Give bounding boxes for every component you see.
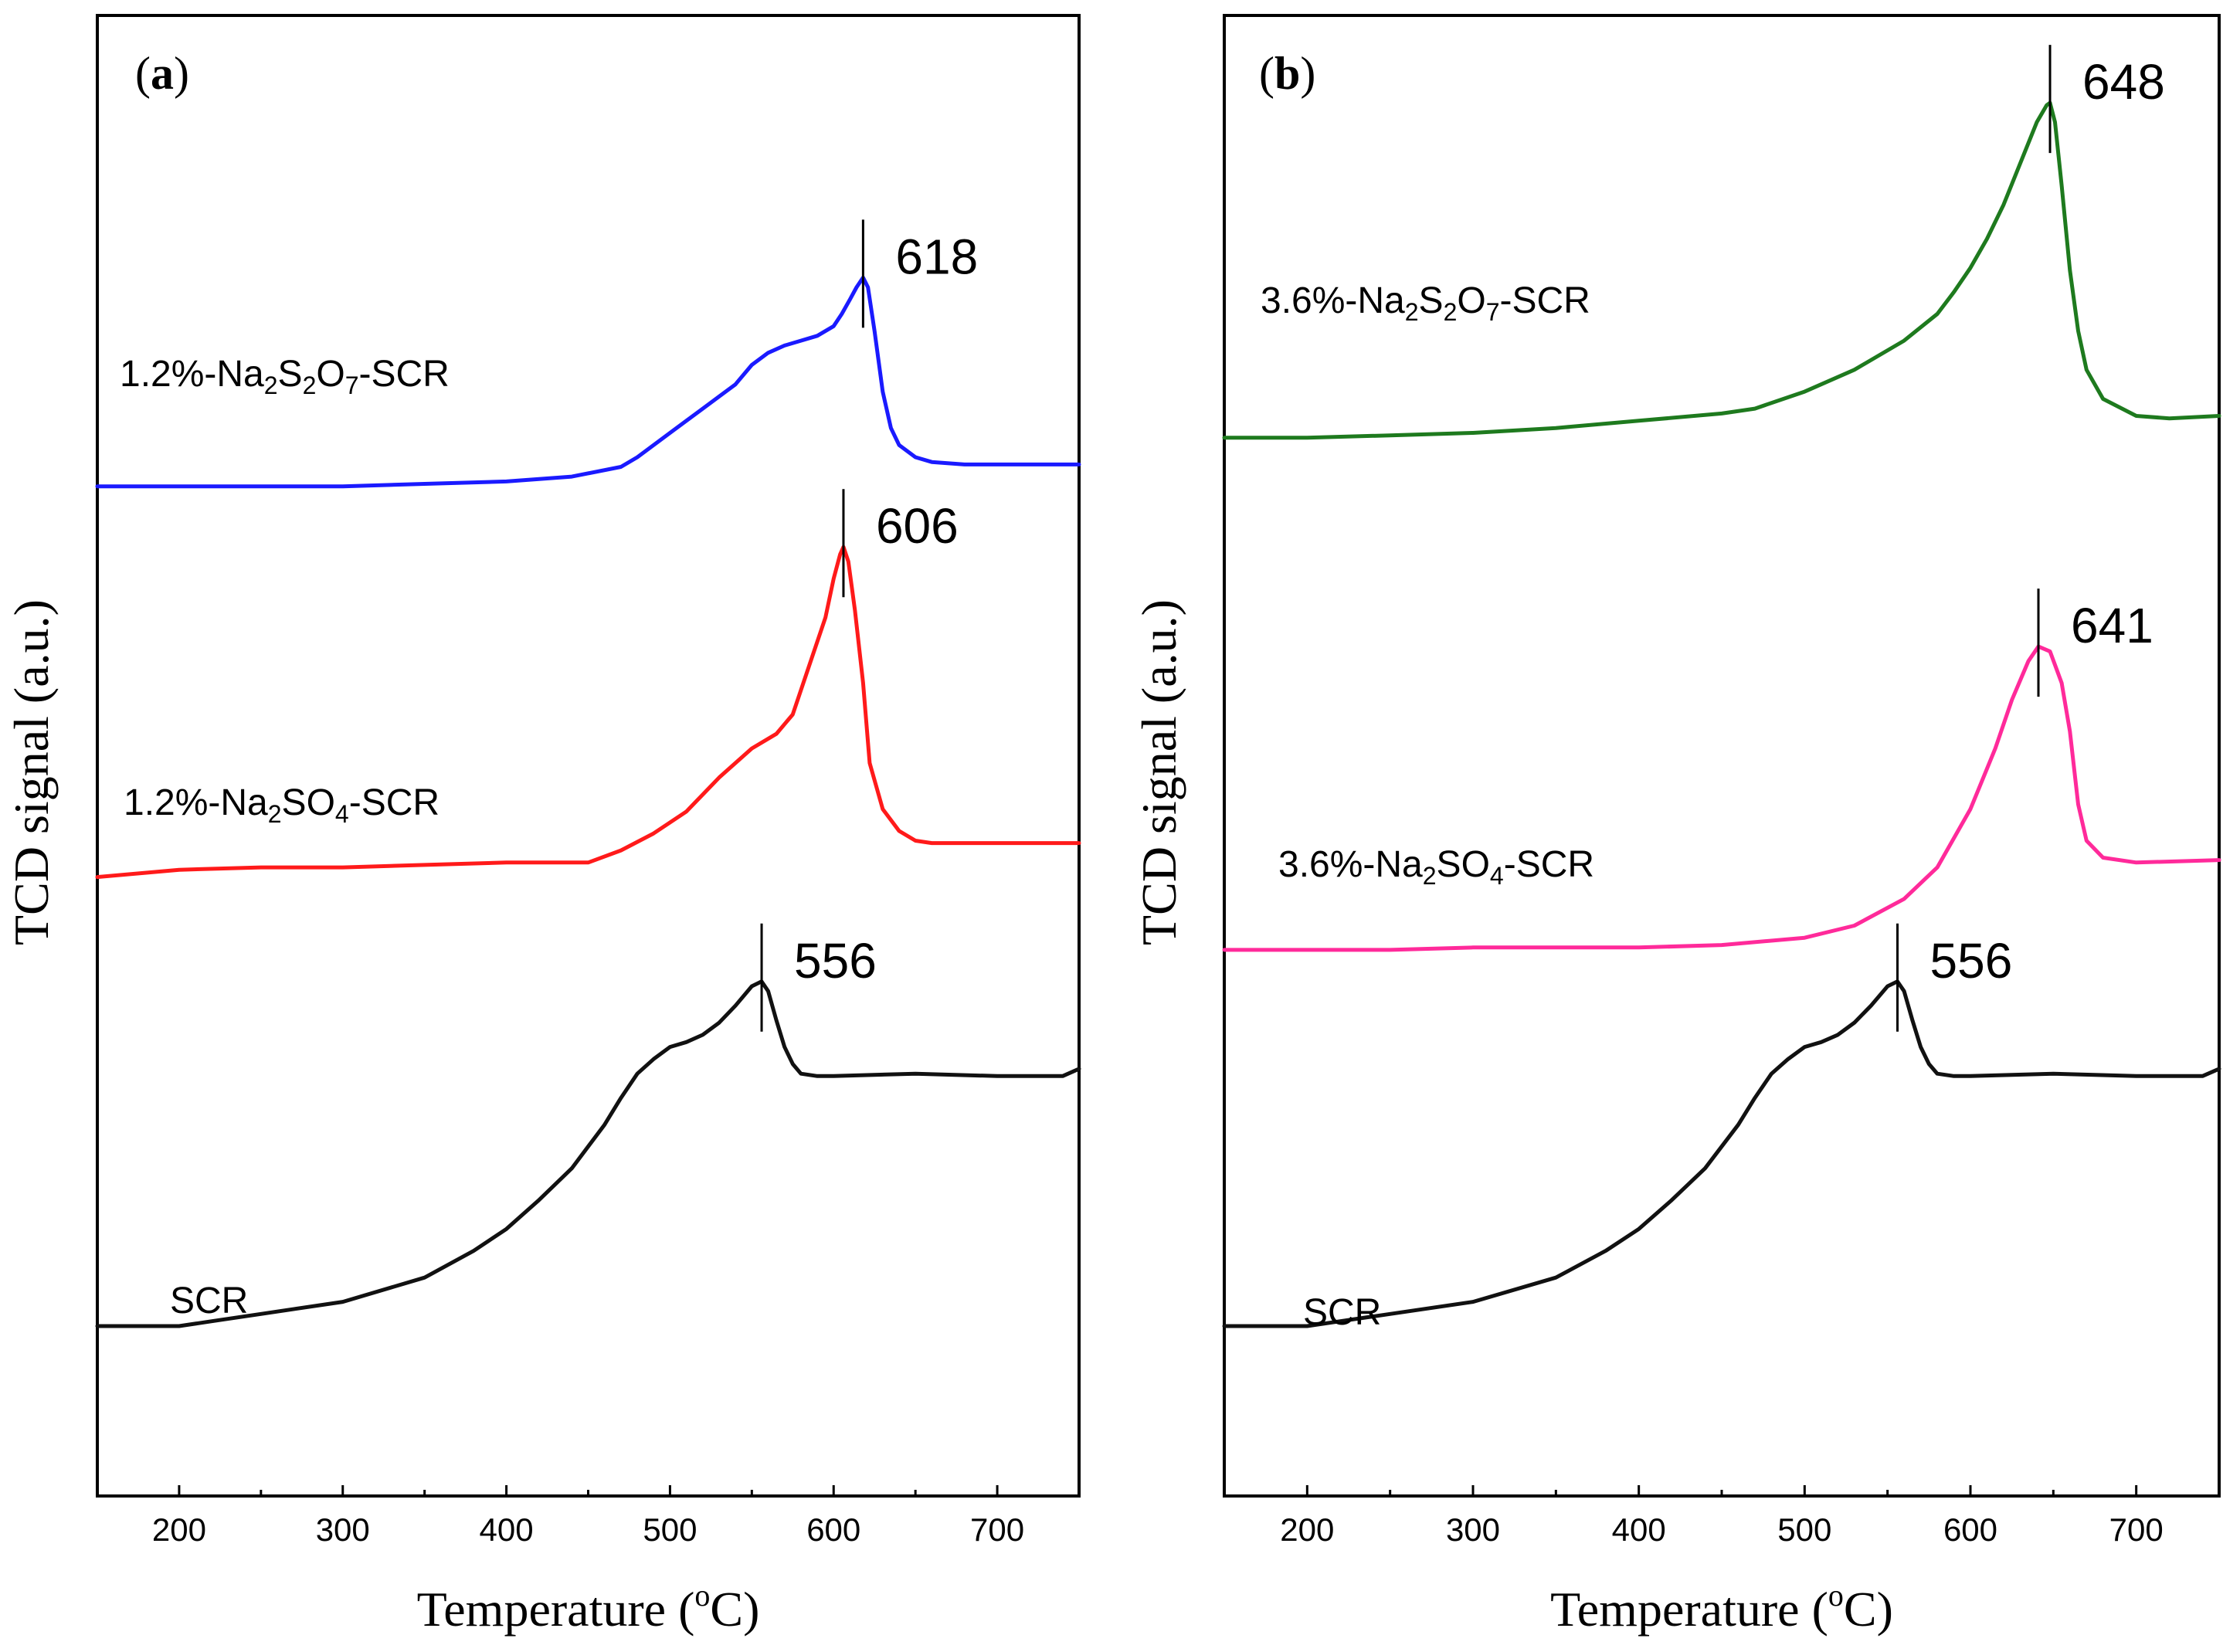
- x-tick-label: 600: [806, 1511, 860, 1548]
- series-line-3.6%-Na2SO4-SCR: [1222, 644, 2221, 952]
- series-label: SCR: [1303, 1292, 1381, 1333]
- x-tick-label: 700: [970, 1511, 1024, 1548]
- x-axis-label: Temperature (oC): [417, 1578, 760, 1637]
- x-tick-label: 200: [152, 1511, 206, 1548]
- series-label: 3.6%-Na2SO4-SCR: [1278, 844, 1594, 890]
- series-line-3.6%-Na2S2O7-SCR: [1222, 100, 2221, 440]
- x-tick-label: 400: [1612, 1511, 1666, 1548]
- panel-label: (b): [1259, 48, 1315, 99]
- x-tick-label: 500: [1777, 1511, 1831, 1548]
- panel-b: 200 300 400 500 600 700 Temperature (oC) TCD si…: [1132, 14, 2221, 1637]
- x-tick-label: 400: [480, 1511, 534, 1548]
- peak-label: 556: [1930, 933, 2013, 989]
- x-axis-label: Temperature (oC): [1550, 1578, 1893, 1637]
- panel-a: 200 300 400 500 600 700 Temperature (oC) TCD si…: [4, 14, 1081, 1637]
- peak-label: 648: [2082, 54, 2165, 110]
- series-line-1.2%-Na2SO4-SCR: [95, 544, 1081, 880]
- series-line-SCR: [95, 979, 1081, 1328]
- series-line-1.2%-Na2S2O7-SCR: [95, 275, 1081, 489]
- panel-label: (a): [135, 48, 189, 99]
- y-axis-label: TCD signal (a.u.): [1132, 599, 1186, 945]
- x-tick-label: 500: [643, 1511, 697, 1548]
- series-label: 1.2%-Na2S2O7-SCR: [120, 354, 450, 399]
- x-tick-label: 300: [316, 1511, 370, 1548]
- x-tick-label: 700: [2109, 1511, 2164, 1548]
- peak-label: 556: [794, 933, 877, 989]
- plot-frame: [1223, 14, 2221, 1498]
- series-label: 1.2%-Na2SO4-SCR: [124, 782, 440, 828]
- peak-label: 641: [2071, 598, 2153, 653]
- series-label: SCR: [170, 1281, 248, 1321]
- x-tick-label: 300: [1446, 1511, 1500, 1548]
- peak-label: 618: [895, 229, 978, 284]
- x-tick-label: 200: [1280, 1511, 1334, 1548]
- peak-label: 606: [876, 498, 959, 554]
- y-axis-label: TCD signal (a.u.): [4, 599, 59, 945]
- x-tick-label: 600: [1943, 1511, 1997, 1548]
- series-line-SCR: [1222, 979, 2221, 1328]
- series-label: 3.6%-Na2S2O7-SCR: [1261, 280, 1590, 326]
